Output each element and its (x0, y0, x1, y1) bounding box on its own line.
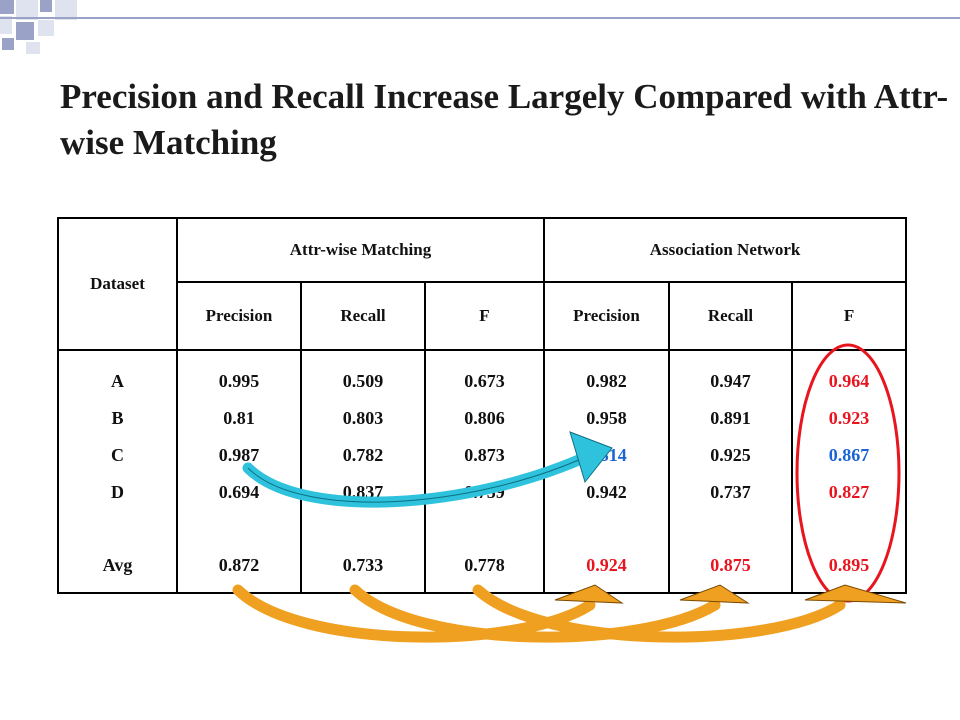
subheader-precision: Precision (176, 281, 302, 351)
value-highlighted-red: 0.964 (828, 371, 870, 391)
value: 0.806 (464, 408, 505, 428)
attr-precision-cell: 0.995 0.81 0.987 0.694 0.872 (176, 349, 302, 594)
header-row-groups: Dataset Attr-wise Matching Association N… (57, 217, 908, 351)
avg-value-highlighted-red: 0.895 (828, 555, 870, 575)
value: 0.982 (586, 371, 627, 391)
subheader-recall: Recall (668, 281, 793, 351)
value: 0.803 (342, 408, 384, 428)
value: 0.81 (223, 408, 255, 428)
value: 0.509 (342, 371, 384, 391)
deco-square (2, 38, 14, 50)
dataset-names-cell: A B C D Avg (57, 349, 178, 594)
deco-square (40, 0, 52, 12)
value-highlighted-red: 0.923 (828, 408, 870, 428)
group-header-attr-wise: Attr-wise Matching (176, 217, 545, 283)
group-header-association-network: Association Network (542, 217, 908, 283)
avg-value-highlighted-red: 0.875 (710, 555, 751, 575)
value: 0.737 (710, 482, 751, 502)
value: 0.873 (464, 445, 505, 465)
value: 0.925 (710, 445, 751, 465)
attr-f-cell: 0.673 0.806 0.873 0.759 0.778 (424, 349, 545, 594)
deco-line (0, 17, 960, 19)
value: 0.673 (464, 371, 505, 391)
avg-label: Avg (102, 555, 133, 575)
dataset-name: B (111, 408, 124, 428)
value: 0.942 (586, 482, 627, 502)
deco-square (0, 16, 12, 34)
network-recall-cell: 0.947 0.891 0.925 0.737 0.875 (668, 349, 793, 594)
dataset-name: A (111, 371, 124, 391)
value: 0.891 (710, 408, 751, 428)
results-table: Dataset Attr-wise Matching Association N… (57, 217, 908, 594)
value: 0.782 (342, 445, 384, 465)
deco-square (55, 0, 77, 20)
orange-curved-arrow (349, 584, 721, 643)
value: 0.837 (342, 482, 384, 502)
dataset-name: D (111, 482, 124, 502)
slide-title: Precision and Recall Increase Largely Co… (60, 77, 949, 162)
data-row: A B C D Avg 0.995 0.81 0.987 0.694 0.872… (57, 349, 908, 594)
avg-value-highlighted-red: 0.924 (586, 555, 627, 575)
attr-recall-cell: 0.509 0.803 0.782 0.837 0.733 (300, 349, 426, 594)
avg-value: 0.872 (218, 555, 260, 575)
value: 0.947 (710, 371, 751, 391)
subheader-recall: Recall (300, 281, 426, 351)
value: 0.759 (464, 482, 505, 502)
orange-curved-arrow (472, 584, 846, 643)
deco-square (26, 42, 40, 54)
value-highlighted-blue: 0.814 (586, 445, 627, 465)
header-row-metrics: Precision Recall F Precision Recall F (58, 281, 908, 351)
dataset-name: C (111, 445, 124, 465)
value-highlighted-blue: 0.867 (828, 445, 870, 465)
avg-value: 0.778 (464, 555, 505, 575)
subheader-f: F (424, 281, 545, 351)
value: 0.958 (586, 408, 627, 428)
network-f-cell: 0.964 0.923 0.867 0.827 0.895 (790, 349, 908, 594)
deco-square (38, 20, 54, 36)
deco-square (0, 0, 14, 14)
subheader-f: F (790, 281, 908, 351)
network-precision-cell: 0.982 0.958 0.814 0.942 0.924 (543, 349, 670, 594)
value: 0.987 (218, 445, 260, 465)
value: 0.995 (218, 371, 260, 391)
value-highlighted-red: 0.827 (828, 482, 870, 502)
avg-value: 0.733 (342, 555, 384, 575)
deco-square (16, 0, 38, 20)
subheader-precision: Precision (543, 281, 670, 351)
deco-square (16, 22, 34, 40)
dataset-header: Dataset (57, 217, 178, 351)
value: 0.694 (218, 482, 260, 502)
orange-curved-arrow (232, 584, 596, 643)
